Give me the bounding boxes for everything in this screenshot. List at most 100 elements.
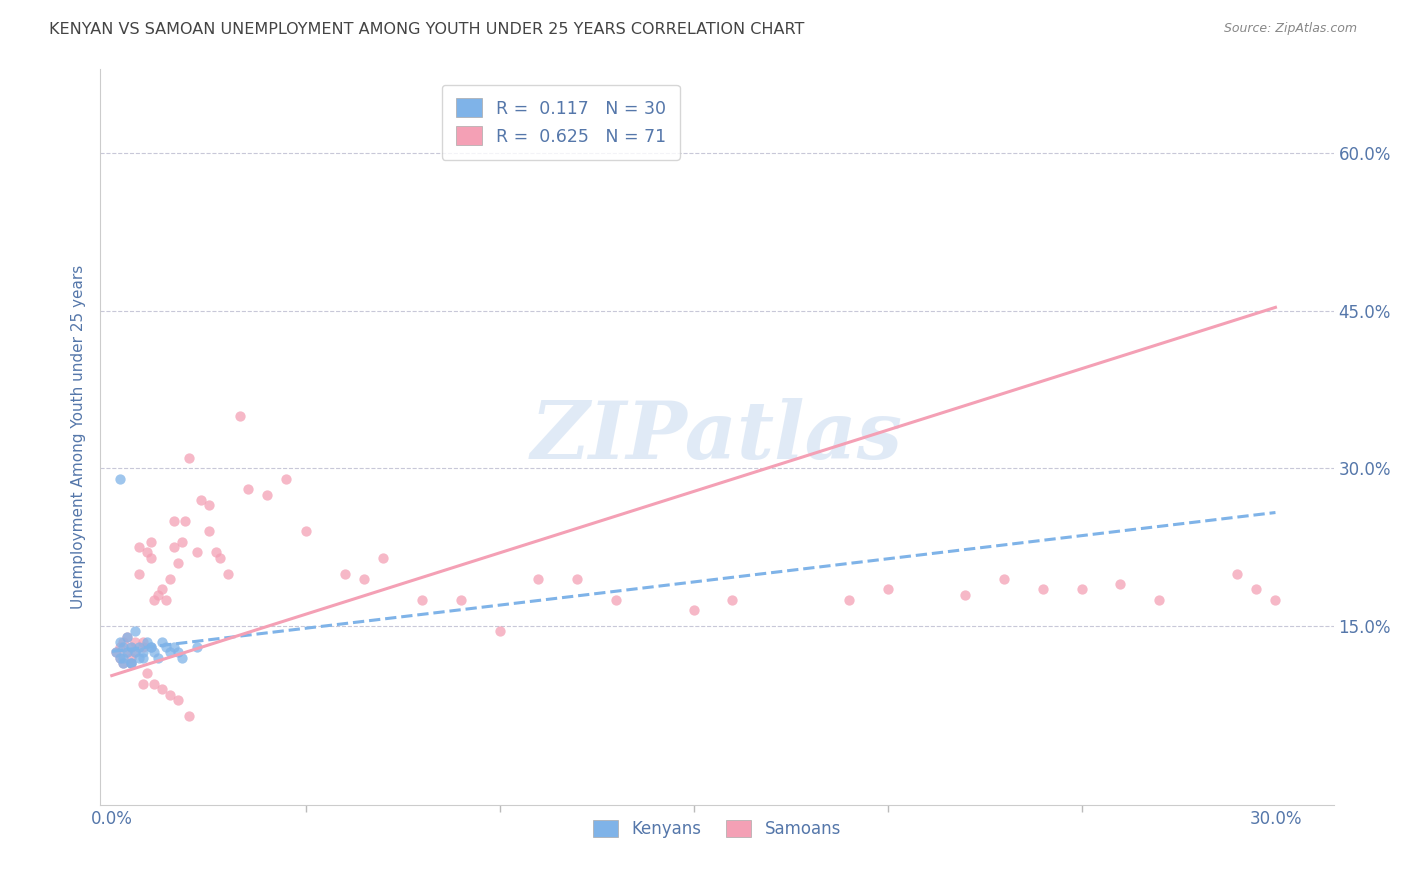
Point bbox=[170, 650, 193, 665]
Point bbox=[682, 603, 704, 617]
Point bbox=[876, 582, 898, 597]
Point bbox=[190, 492, 212, 507]
Point bbox=[135, 666, 157, 681]
Point bbox=[112, 656, 135, 670]
Point bbox=[120, 656, 142, 670]
Y-axis label: Unemployment Among Youth under 25 years: Unemployment Among Youth under 25 years bbox=[72, 265, 86, 609]
Point bbox=[112, 650, 135, 665]
Point bbox=[120, 656, 142, 670]
Point bbox=[135, 545, 157, 559]
Point bbox=[128, 540, 150, 554]
Point bbox=[108, 472, 131, 486]
Point bbox=[132, 635, 155, 649]
Point bbox=[605, 592, 627, 607]
Point bbox=[163, 640, 186, 655]
Point bbox=[838, 592, 860, 607]
Point bbox=[197, 524, 219, 539]
Point bbox=[120, 656, 142, 670]
Point bbox=[132, 640, 155, 655]
Point bbox=[124, 645, 146, 659]
Point bbox=[411, 592, 433, 607]
Point bbox=[1032, 582, 1054, 597]
Point bbox=[159, 645, 181, 659]
Point bbox=[148, 588, 170, 602]
Point bbox=[120, 640, 142, 655]
Point bbox=[1244, 582, 1267, 597]
Point bbox=[197, 498, 219, 512]
Point bbox=[117, 630, 139, 644]
Point bbox=[104, 645, 127, 659]
Point bbox=[179, 708, 201, 723]
Point bbox=[132, 645, 155, 659]
Point bbox=[186, 640, 208, 655]
Point bbox=[174, 514, 197, 528]
Point bbox=[166, 556, 188, 570]
Point bbox=[117, 645, 139, 659]
Point bbox=[159, 572, 181, 586]
Point bbox=[179, 450, 201, 465]
Point bbox=[120, 650, 142, 665]
Text: KENYAN VS SAMOAN UNEMPLOYMENT AMONG YOUTH UNDER 25 YEARS CORRELATION CHART: KENYAN VS SAMOAN UNEMPLOYMENT AMONG YOUT… bbox=[49, 22, 804, 37]
Point bbox=[108, 640, 131, 655]
Point bbox=[1109, 577, 1132, 591]
Point bbox=[1226, 566, 1249, 581]
Point bbox=[112, 635, 135, 649]
Point bbox=[139, 640, 162, 655]
Point bbox=[1070, 582, 1092, 597]
Point bbox=[450, 592, 472, 607]
Point bbox=[155, 592, 177, 607]
Point bbox=[229, 409, 252, 423]
Point bbox=[163, 514, 186, 528]
Point bbox=[1147, 592, 1170, 607]
Point bbox=[128, 566, 150, 581]
Point bbox=[209, 550, 232, 565]
Point bbox=[108, 650, 131, 665]
Point bbox=[132, 650, 155, 665]
Point bbox=[373, 550, 395, 565]
Point bbox=[139, 535, 162, 549]
Point bbox=[721, 592, 744, 607]
Point bbox=[117, 645, 139, 659]
Point bbox=[186, 545, 208, 559]
Point bbox=[353, 572, 375, 586]
Point bbox=[953, 588, 976, 602]
Point bbox=[112, 656, 135, 670]
Point bbox=[104, 645, 127, 659]
Point bbox=[236, 483, 259, 497]
Point bbox=[488, 624, 510, 639]
Point bbox=[276, 472, 298, 486]
Point bbox=[150, 635, 173, 649]
Legend: Kenyans, Samoans: Kenyans, Samoans bbox=[586, 813, 848, 845]
Point bbox=[150, 682, 173, 697]
Point bbox=[170, 535, 193, 549]
Point bbox=[159, 688, 181, 702]
Point bbox=[150, 582, 173, 597]
Point bbox=[128, 640, 150, 655]
Point bbox=[148, 650, 170, 665]
Point bbox=[333, 566, 356, 581]
Point bbox=[139, 550, 162, 565]
Point bbox=[108, 650, 131, 665]
Point bbox=[128, 650, 150, 665]
Point bbox=[117, 630, 139, 644]
Point bbox=[294, 524, 316, 539]
Point bbox=[112, 640, 135, 655]
Point bbox=[166, 645, 188, 659]
Point bbox=[143, 592, 166, 607]
Point bbox=[143, 645, 166, 659]
Point bbox=[124, 624, 146, 639]
Point bbox=[217, 566, 239, 581]
Point bbox=[163, 540, 186, 554]
Point bbox=[1264, 592, 1286, 607]
Point bbox=[155, 640, 177, 655]
Text: Source: ZipAtlas.com: Source: ZipAtlas.com bbox=[1223, 22, 1357, 36]
Point bbox=[124, 635, 146, 649]
Point bbox=[135, 635, 157, 649]
Point bbox=[143, 677, 166, 691]
Point bbox=[139, 640, 162, 655]
Point bbox=[132, 677, 155, 691]
Point bbox=[108, 635, 131, 649]
Point bbox=[120, 640, 142, 655]
Point bbox=[993, 572, 1015, 586]
Point bbox=[124, 645, 146, 659]
